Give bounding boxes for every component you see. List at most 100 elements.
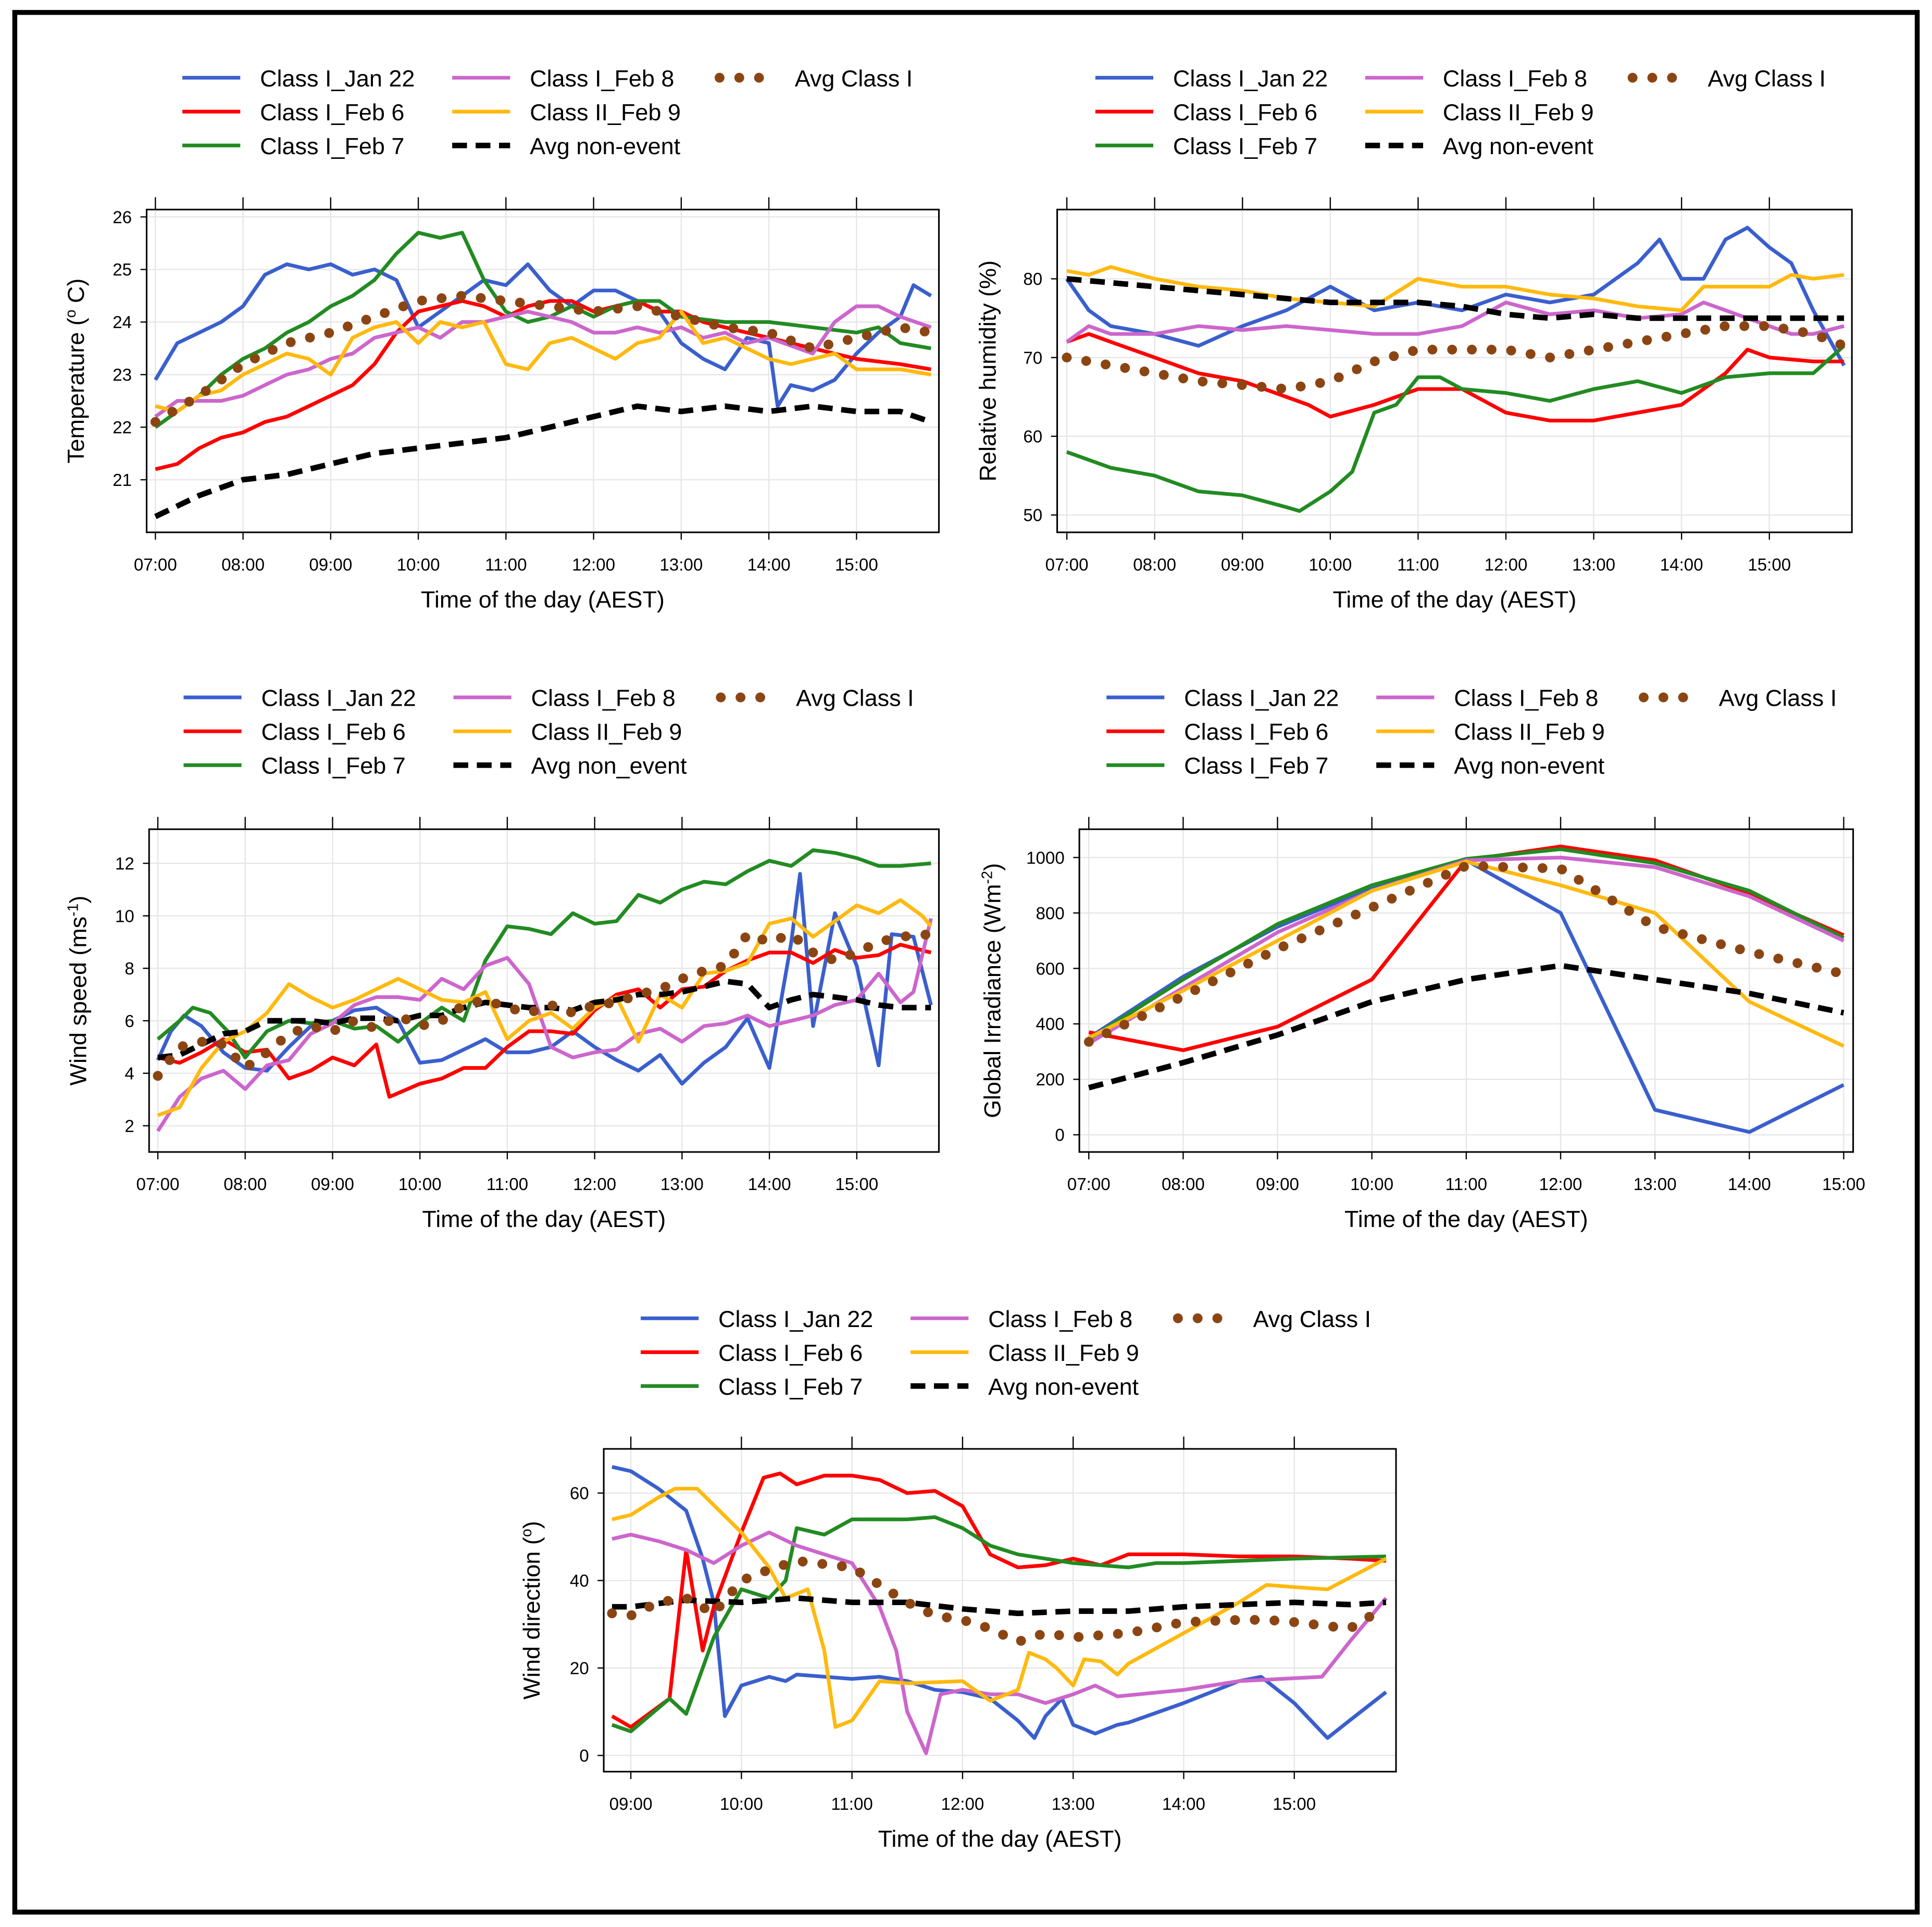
y-tick-label: 60 bbox=[570, 1484, 589, 1504]
legend-item-feb8: Class I_Feb 8 bbox=[452, 65, 674, 92]
x-tick-label: 14:00 bbox=[747, 555, 791, 574]
series-line-non bbox=[154, 403, 932, 519]
x-tick-label: 12:00 bbox=[1539, 1175, 1582, 1194]
legend-label: Class I_Feb 8 bbox=[530, 65, 674, 92]
legend-item-feb6: Class I_Feb 6 bbox=[641, 1340, 863, 1366]
series-line-non bbox=[612, 1595, 1387, 1617]
x-tick-label: 11:00 bbox=[485, 555, 527, 574]
y-axis-title-text: Relative humidity (%) bbox=[974, 260, 1001, 482]
series-line-avg1 bbox=[1083, 860, 1849, 1047]
y-axis-title-superscript: -2 bbox=[979, 871, 996, 884]
legend-item-feb9: Class II_Feb 9 bbox=[911, 1340, 1139, 1366]
legend-item-avg1: Avg Class I bbox=[1627, 65, 1826, 92]
legend-item-feb9: Class II_Feb 9 bbox=[1376, 719, 1605, 745]
legend-label: Class I_Feb 7 bbox=[1184, 753, 1328, 779]
legend-item-feb6: Class I_Feb 6 bbox=[1095, 99, 1317, 126]
legend-label: Avg non-event bbox=[1443, 133, 1593, 159]
legend-item-avg1: Avg Class I bbox=[1639, 685, 1837, 711]
plot-area-border bbox=[603, 1448, 1397, 1773]
series-line-avg1 bbox=[1062, 321, 1849, 394]
legend-label: Class I_Feb 7 bbox=[1173, 133, 1317, 159]
series-line-feb9 bbox=[1066, 265, 1844, 312]
legend-item-jan22: Class I_Jan 22 bbox=[1095, 65, 1328, 92]
legend-item-feb6: Class I_Feb 6 bbox=[182, 99, 404, 126]
legend: Class I_Jan 22 Class I_Feb 6 Class I_Feb 7… bbox=[1106, 685, 1837, 779]
series-line-jan22 bbox=[154, 262, 932, 408]
x-tick-label: 10:00 bbox=[720, 1795, 763, 1814]
legend-label: Class I_Feb 7 bbox=[261, 753, 405, 779]
x-tick-label: 08:00 bbox=[221, 555, 265, 574]
x-tick-label: 09:00 bbox=[309, 555, 352, 574]
x-tick-label: 08:00 bbox=[223, 1175, 267, 1194]
legend-label: Avg Class I bbox=[1253, 1306, 1371, 1332]
series-line-feb9 bbox=[157, 898, 933, 1117]
legend-item-non: Avg non-event bbox=[1376, 753, 1605, 779]
legend-label: Class I_Feb 6 bbox=[261, 719, 405, 745]
x-tick-label: 13:00 bbox=[659, 555, 703, 574]
legend-item-feb6: Class I_Feb 6 bbox=[1106, 719, 1328, 745]
legend-item-feb7: Class I_Feb 7 bbox=[182, 133, 404, 159]
legend-label: Class II_Feb 9 bbox=[988, 1340, 1139, 1366]
plot-area-border bbox=[1078, 828, 1854, 1153]
x-tick-label: 15:00 bbox=[1748, 555, 1791, 574]
legend-item-jan22: Class I_Jan 22 bbox=[183, 685, 416, 711]
x-tick-label: 11:00 bbox=[1397, 555, 1439, 574]
x-tick-label: 09:00 bbox=[1221, 555, 1264, 574]
x-tick-label: 15:00 bbox=[1273, 1795, 1316, 1814]
legend-label: Avg non-event bbox=[988, 1373, 1139, 1400]
x-tick-label: 07:00 bbox=[1045, 555, 1089, 574]
legend-label: Avg non-event bbox=[1454, 753, 1604, 779]
x-tick-label: 07:00 bbox=[136, 1175, 180, 1194]
series-line-feb6 bbox=[1066, 332, 1844, 423]
x-tick-label: 11:00 bbox=[487, 1175, 528, 1194]
y-tick-label: 8 bbox=[124, 959, 134, 979]
legend-item-feb9: Class II_Feb 9 bbox=[452, 99, 681, 126]
y-axis-title-text: Wind direction ( bbox=[518, 1537, 545, 1699]
y-tick-label: 24 bbox=[113, 313, 132, 332]
y-tick-label: 22 bbox=[113, 418, 132, 437]
y-axis-title-superscript: -1 bbox=[65, 904, 82, 917]
legend-item-feb7: Class I_Feb 7 bbox=[1106, 753, 1328, 779]
y-axis-title: Relative humidity (%) bbox=[974, 260, 1001, 482]
x-tick-label: 13:00 bbox=[660, 1175, 704, 1194]
x-tick-label: 13:00 bbox=[1572, 555, 1615, 574]
legend-item-jan22: Class I_Jan 22 bbox=[641, 1306, 873, 1332]
legend-item-feb7: Class I_Feb 7 bbox=[183, 753, 406, 779]
legend-label: Class II_Feb 9 bbox=[530, 99, 681, 126]
legend-item-jan22: Class I_Jan 22 bbox=[182, 65, 415, 92]
y-tick-label: 20 bbox=[570, 1659, 589, 1679]
x-tick-label: 14:00 bbox=[748, 1175, 791, 1194]
x-axis-title: Time of the day (AEST) bbox=[421, 586, 665, 612]
plot-area-border bbox=[145, 208, 940, 533]
legend-label: Class I_Feb 7 bbox=[260, 133, 404, 159]
legend-item-feb7: Class I_Feb 7 bbox=[1095, 133, 1317, 159]
y-tick-label: 4 bbox=[124, 1065, 134, 1084]
legend-item-feb7: Class I_Feb 7 bbox=[641, 1373, 863, 1400]
y-axis-title: Wind direction (o) bbox=[518, 1521, 545, 1699]
legend-item-feb8: Class I_Feb 8 bbox=[453, 685, 676, 711]
y-axis-title-tail: ) bbox=[518, 1521, 545, 1529]
legend: Class I_Jan 22 Class I_Feb 6 Class I_Feb 7… bbox=[641, 1306, 1371, 1400]
x-tick-label: 09:00 bbox=[609, 1795, 653, 1814]
y-tick-label: 0 bbox=[1055, 1126, 1064, 1145]
y-axis-title-superscript: o bbox=[63, 309, 79, 318]
y-tick-label: 0 bbox=[579, 1746, 589, 1766]
legend-item-feb6: Class I_Feb 6 bbox=[183, 719, 406, 745]
x-tick-label: 09:00 bbox=[1256, 1175, 1299, 1194]
y-axis-title-text: Temperature ( bbox=[63, 318, 89, 464]
y-tick-label: 50 bbox=[1023, 506, 1042, 525]
legend-label: Class I_Jan 22 bbox=[260, 65, 415, 92]
legend-item-jan22: Class I_Jan 22 bbox=[1106, 685, 1339, 711]
y-axis-title: Wind speed (ms-1) bbox=[65, 896, 92, 1086]
y-tick-label: 800 bbox=[1036, 904, 1064, 923]
y-tick-label: 40 bbox=[570, 1572, 589, 1591]
x-tick-label: 08:00 bbox=[1133, 555, 1176, 574]
x-tick-label: 12:00 bbox=[572, 555, 615, 574]
legend-item-feb8: Class I_Feb 8 bbox=[1376, 685, 1598, 711]
y-tick-label: 80 bbox=[1023, 270, 1042, 289]
y-tick-label: 1000 bbox=[1026, 848, 1065, 868]
chart-panel-1: 07:00 08:00 09:00 10:00 11:00 12:00 13:00 14:00… bbox=[974, 65, 1853, 612]
series-line-feb9 bbox=[1088, 859, 1844, 1048]
legend-item-non: Avg non-event bbox=[1365, 133, 1593, 159]
